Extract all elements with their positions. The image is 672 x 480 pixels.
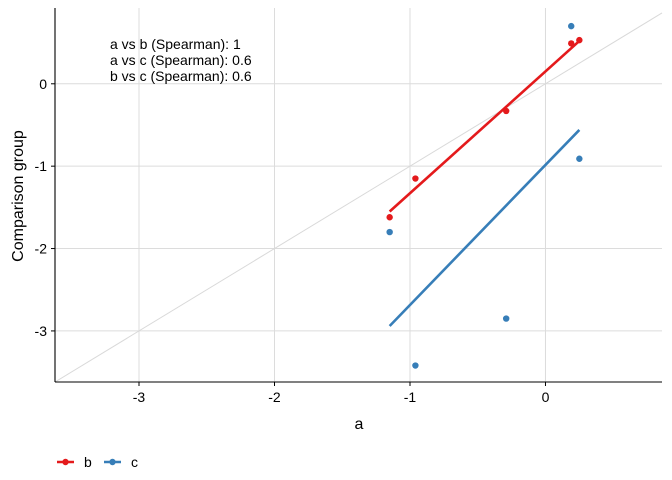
- axes: -3 -2 -1 0 0 -1 -2 -3: [35, 8, 662, 405]
- x-tick-label-1: -2: [268, 389, 281, 405]
- x-tick-label-2: -1: [404, 389, 417, 405]
- legend-label-c: c: [131, 454, 138, 470]
- legend-key-point-b: [62, 458, 69, 466]
- identity-line-layer: [54, 12, 663, 383]
- data-points: [386, 22, 583, 369]
- annotation-0: a vs b (Spearman): 1: [110, 36, 241, 52]
- y-tick-label-3: -3: [35, 323, 48, 339]
- x-tick-label-0: -3: [133, 389, 146, 405]
- point-c-4: [576, 155, 583, 162]
- x-axis-title: a: [355, 416, 364, 433]
- y-tick-label-0: 0: [39, 76, 47, 92]
- annotations: a vs b (Spearman): 1a vs c (Spearman): 0…: [110, 36, 252, 84]
- legend-label-b: b: [84, 454, 92, 470]
- point-b-1: [412, 175, 419, 182]
- identity-line: [54, 12, 663, 383]
- x-tick-label-3: 0: [542, 389, 550, 405]
- point-c-3: [568, 22, 575, 30]
- point-b-0: [386, 214, 393, 221]
- point-b-4: [576, 36, 583, 44]
- point-b-2: [502, 107, 510, 115]
- legend-key-point-c: [109, 458, 116, 466]
- annotation-2: b vs c (Spearman): 0.6: [110, 68, 252, 84]
- y-tick-label-2: -2: [35, 241, 48, 257]
- y-axis-title: Comparison group: [10, 130, 27, 262]
- fit-line-b: [388, 39, 581, 213]
- y-tick-label-1: -1: [35, 158, 48, 174]
- point-b-3: [568, 40, 575, 47]
- point-c-0: [386, 228, 393, 236]
- fit-lines: [388, 39, 581, 327]
- fit-line-c: [388, 129, 581, 327]
- point-c-1: [412, 362, 419, 369]
- annotation-1: a vs c (Spearman): 0.6: [110, 52, 252, 68]
- point-c-2: [502, 315, 510, 322]
